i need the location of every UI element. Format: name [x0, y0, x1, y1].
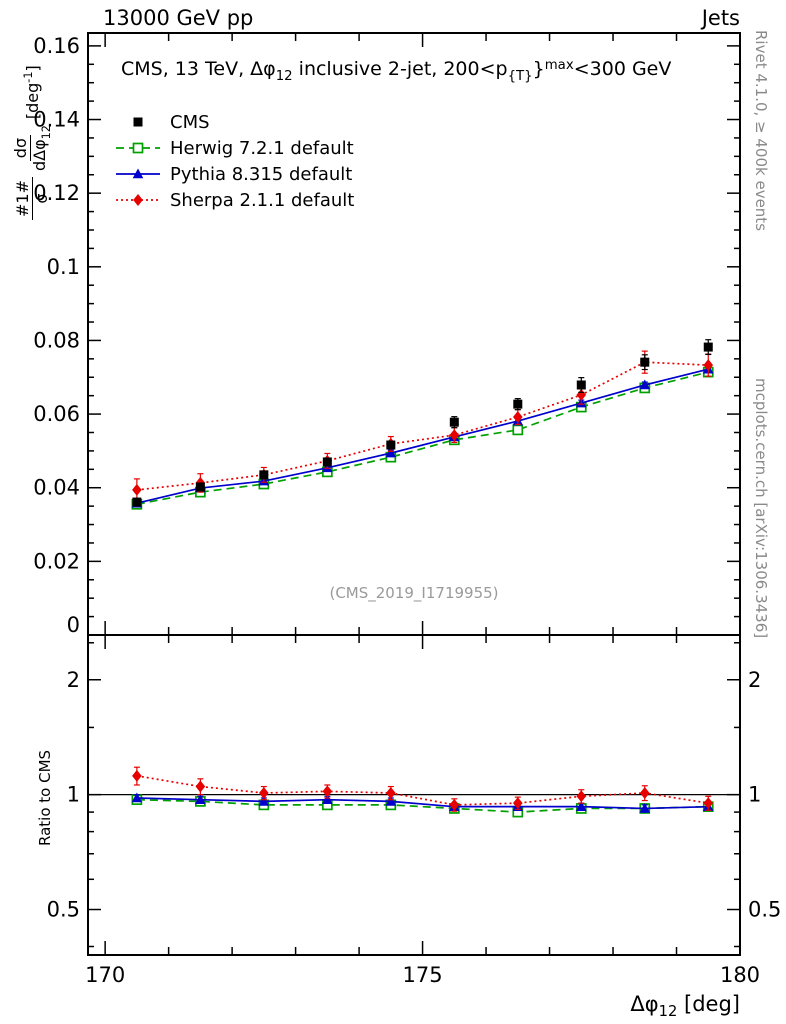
series-pythia-8-315-default	[131, 363, 714, 508]
series-sherpa-2-1-1-default	[132, 350, 714, 502]
svg-text:0: 0	[67, 613, 80, 637]
ylabel-frac1-numerator: #1#	[13, 177, 33, 220]
ylabel-frac2-numerator: dσ	[11, 134, 31, 162]
series-sherpa-2-1-1-default	[132, 766, 714, 812]
title-pt-subscript: {T}	[507, 69, 533, 84]
legend-label: Herwig 7.2.1 default	[170, 138, 354, 159]
svg-text:0.5: 0.5	[47, 898, 80, 922]
rivet-version-note: Rivet 4.1.0, ≥ 400k events	[752, 30, 770, 232]
plot-title: CMS, 13 TeV, Δφ12 inclusive 2-jet, 200<p…	[121, 58, 671, 84]
ylabel-unit: [deg-1]	[22, 65, 43, 120]
ylabel-phi-subscript: 12	[39, 125, 53, 140]
ylabel-frac2-denominator: dΔφ12	[29, 125, 53, 171]
legend-label: Sherpa 2.1.1 default	[170, 190, 354, 211]
x-axis-label: Δφ12 [deg]	[630, 992, 740, 1020]
title-brace: }	[532, 58, 545, 80]
svg-text:180: 180	[720, 963, 760, 987]
ylabel-unit-exponent: -1	[22, 71, 36, 83]
title-phi-subscript: 12	[275, 69, 293, 84]
legend-label: Pythia 8.315 default	[170, 164, 352, 185]
series-herwig-7-2-1-default	[131, 794, 714, 818]
svg-text:0.14: 0.14	[33, 108, 80, 132]
title-mid-text: inclusive 2-jet, 200<p	[292, 58, 508, 80]
svg-text:0.06: 0.06	[33, 402, 80, 426]
series-herwig-7-2-1-default	[131, 366, 714, 510]
legend-label: CMS	[170, 112, 210, 133]
svg-text:0.1: 0.1	[47, 255, 80, 279]
ylabel-fraction-1: #1# σ	[13, 177, 51, 220]
xlabel-subscript: 12	[658, 1003, 678, 1020]
svg-text:1: 1	[748, 783, 761, 807]
svg-text:2: 2	[67, 668, 80, 692]
title-max-superscript: max	[544, 58, 574, 73]
title-post-text: <300 GeV	[573, 58, 672, 80]
analysis-group-label: Jets	[701, 6, 740, 30]
ylabel-fraction-2: dσ dΔφ12	[11, 125, 53, 171]
ratio-y-axis-label: Ratio to CMS	[36, 749, 54, 846]
svg-text:0.04: 0.04	[33, 476, 80, 500]
legend: CMS Herwig 7.2.1 default Pythia 8.315 defa…	[116, 112, 354, 211]
svg-text:0.16: 0.16	[33, 34, 80, 58]
svg-text:175: 175	[403, 963, 443, 987]
analysis-id-watermark: (CMS_2019_I1719955)	[329, 584, 499, 602]
svg-text:2: 2	[748, 668, 761, 692]
svg-text:0.5: 0.5	[748, 898, 781, 922]
svg-text:0.02: 0.02	[33, 549, 80, 573]
svg-text:170: 170	[85, 963, 125, 987]
series-cms	[132, 339, 713, 507]
main-y-axis-label: #1# σ dσ dΔφ12 [deg-1]	[11, 65, 53, 220]
beam-energy-label: 13000 GeV pp	[103, 6, 254, 30]
svg-text:0.08: 0.08	[33, 328, 80, 352]
title-text: CMS, 13 TeV, Δφ	[121, 58, 276, 80]
ylabel-frac1-denominator: σ	[31, 193, 51, 204]
svg-text:0.12: 0.12	[33, 181, 80, 205]
mcplots-reference-note: mcplots.cern.ch [arXiv:1306.3436]	[752, 378, 770, 639]
svg-text:1: 1	[67, 783, 80, 807]
